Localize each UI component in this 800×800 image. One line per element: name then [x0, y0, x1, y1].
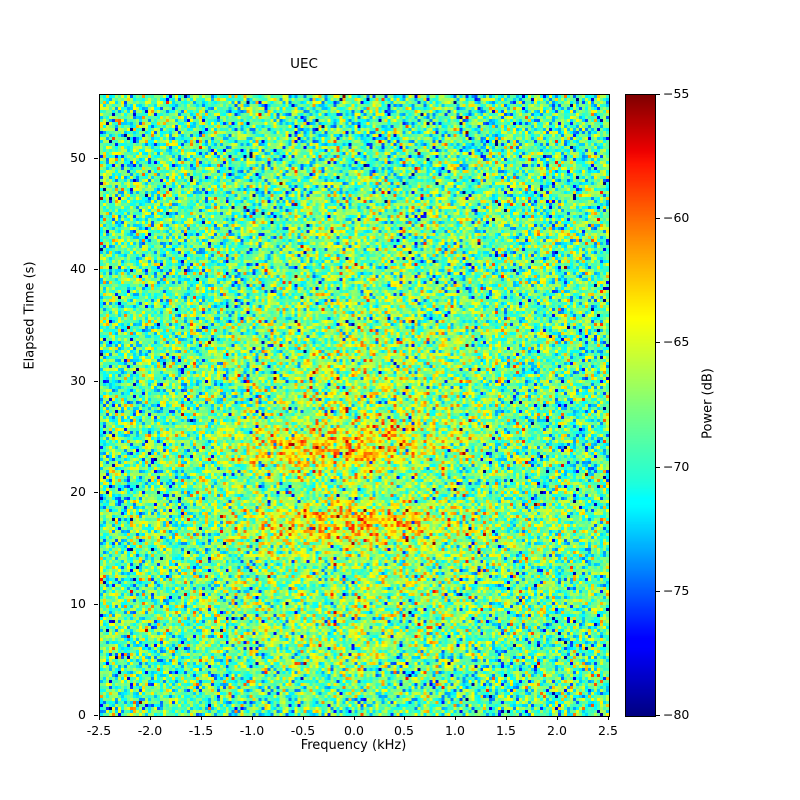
colorbar-label: Power (dB)	[700, 368, 716, 439]
x-tick	[608, 716, 609, 720]
x-tick-label: -2.5	[86, 723, 112, 738]
x-tick-label: 2.0	[547, 723, 567, 738]
colorbar-tick-label: −65	[663, 334, 690, 349]
colorbar-tick	[656, 94, 660, 95]
colorbar-tick	[656, 467, 660, 468]
colorbar-tick-label: −60	[663, 210, 690, 225]
colorbar-gradient	[626, 95, 655, 716]
y-tick-label: 20	[70, 484, 86, 499]
colorbar-tick-label: −80	[663, 707, 690, 722]
x-tick	[404, 716, 405, 720]
y-tick	[94, 381, 98, 382]
x-tick-label: -1.0	[239, 723, 265, 738]
y-tick-label: 40	[70, 261, 86, 276]
colorbar-tick-label: −55	[663, 86, 690, 101]
x-tick-label: -1.5	[188, 723, 214, 738]
x-tick-label: 0.0	[344, 723, 364, 738]
y-tick-label: 0	[78, 707, 86, 722]
y-tick-label: 30	[70, 373, 86, 388]
colorbar	[625, 94, 656, 717]
y-tick	[94, 604, 98, 605]
colorbar-tick-label: −70	[663, 459, 690, 474]
x-tick-label: 2.5	[598, 723, 618, 738]
x-tick	[354, 716, 355, 720]
x-tick	[506, 716, 507, 720]
figure-title: UEC	[290, 56, 318, 72]
x-tick-label: -2.0	[137, 723, 163, 738]
x-axis-label: Frequency (kHz)	[300, 738, 407, 753]
x-tick	[455, 716, 456, 720]
x-tick	[557, 716, 558, 720]
x-tick-label: 1.0	[445, 723, 465, 738]
y-tick	[94, 269, 98, 270]
x-tick	[150, 716, 151, 720]
x-tick	[201, 716, 202, 720]
x-tick-label: 0.5	[394, 723, 414, 738]
colorbar-tick	[656, 715, 660, 716]
x-tick-label: -0.5	[290, 723, 316, 738]
colorbar-tick-label: −75	[663, 583, 690, 598]
y-axis-label: Elapsed Time (s)	[22, 261, 38, 370]
colorbar-tick	[656, 218, 660, 219]
y-tick	[94, 492, 98, 493]
x-tick	[303, 716, 304, 720]
y-tick	[94, 715, 98, 716]
spectrogram-plot-area	[99, 94, 610, 717]
x-tick	[99, 716, 100, 720]
colorbar-tick	[656, 591, 660, 592]
x-tick	[252, 716, 253, 720]
colorbar-tick	[656, 342, 660, 343]
y-tick-label: 50	[70, 150, 86, 165]
y-tick-label: 10	[70, 596, 86, 611]
y-tick	[94, 158, 98, 159]
spectrogram-image	[100, 95, 609, 716]
x-tick-label: 1.5	[496, 723, 516, 738]
